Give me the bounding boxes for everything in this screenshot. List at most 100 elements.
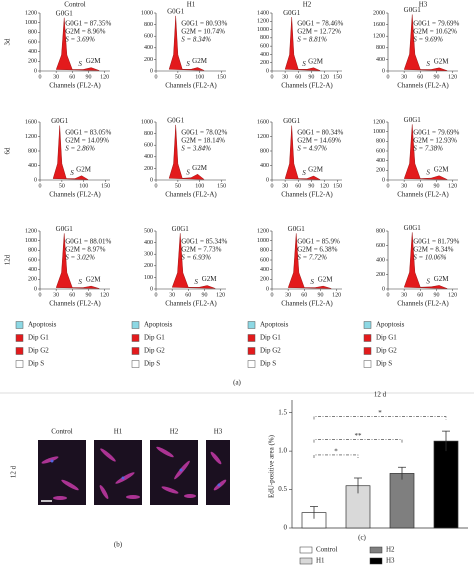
peak-label: G0G1	[56, 9, 74, 17]
peak-label: G0G1	[51, 117, 69, 125]
image-row-label: 12 d	[10, 465, 18, 478]
y-tick-label: 800	[260, 35, 269, 41]
x-tick-label: 50	[175, 74, 181, 80]
stat-text: S = 3.69%	[65, 36, 95, 44]
histogram-area	[403, 124, 448, 180]
peak-label: S	[310, 278, 314, 286]
stat-text: G2M = 14.09%	[65, 137, 109, 145]
x-tick-label: 30	[53, 74, 59, 80]
legend-label: Dip G1	[376, 334, 397, 342]
y-tick-label: 600	[260, 257, 269, 263]
significance-label: **	[355, 432, 363, 440]
legend-label: Dip S	[376, 360, 392, 368]
y-tick-label: 400	[260, 163, 269, 169]
x-tick-label: 0	[39, 292, 42, 298]
peak-label: S	[186, 60, 190, 68]
y-tick-label: 0	[150, 177, 153, 183]
y-tick-label: 800	[144, 22, 153, 28]
legend-swatch	[363, 360, 372, 368]
y-tick-label: 400	[260, 52, 269, 58]
y-tick-label: 1200	[373, 34, 385, 40]
legend-swatch	[247, 360, 256, 368]
y-tick-label: 600	[260, 44, 269, 50]
peak-label: G2M	[308, 57, 324, 65]
stat-text: G2M = 12.72%	[297, 28, 341, 36]
y-tick-label: 500	[144, 228, 153, 234]
y-tick-label: 0	[382, 68, 385, 74]
x-tick-label: 0	[155, 183, 158, 189]
x-tick-label: 30	[169, 292, 175, 298]
peak-label: G2M	[202, 275, 218, 283]
x-tick-label: 90	[433, 74, 439, 80]
x-tick-label: 100	[79, 183, 88, 189]
stat-text: G0G1 = 80.93%	[181, 20, 227, 28]
stat-text: G0G1 = 87.35%	[65, 20, 111, 28]
x-tick-label: 50	[175, 183, 181, 189]
y-tick-label: 800	[260, 248, 269, 254]
peak-label: S	[426, 169, 430, 177]
x-tick-label: 60	[69, 292, 75, 298]
y-tick-label: 1600	[257, 119, 269, 125]
peak-label: G0G1	[404, 6, 422, 14]
legend-swatch	[247, 334, 256, 342]
y-tick-label: 0	[34, 286, 37, 292]
stat-text: G2M = 8.97%	[65, 246, 105, 254]
peak-label: G0G1	[172, 225, 190, 233]
x-tick-label: 120	[320, 183, 329, 189]
x-tick-label: 0	[39, 183, 42, 189]
legend-swatch	[363, 334, 372, 342]
x-tick-label: 60	[417, 183, 423, 189]
legend-swatch	[131, 334, 140, 342]
stat-text: G2M = 7.73%	[181, 246, 221, 254]
y-tick-label: 400	[376, 158, 385, 164]
legend-label: Apoptosis	[144, 321, 173, 329]
legend-swatch	[131, 321, 140, 329]
legend-label: Apoptosis	[28, 321, 57, 329]
x-tick-label: 90	[308, 74, 314, 80]
histogram-area	[168, 15, 205, 71]
stat-text: S = 6.93%	[181, 254, 211, 262]
stat-text: S = 9.69%	[413, 36, 443, 44]
y-tick-label: 200	[144, 166, 153, 172]
peak-label: G0G1	[288, 225, 306, 233]
stat-text: S = 8.34%	[181, 36, 211, 44]
y-tick-label: 400	[28, 163, 37, 169]
y-tick-label: 800	[376, 139, 385, 145]
stat-text: S = 2.86%	[65, 145, 95, 153]
y-tick-label: 400	[28, 267, 37, 273]
legend-label: Control	[316, 546, 337, 554]
x-tick-label: 60	[417, 292, 423, 298]
y-tick-label: 0	[266, 177, 269, 183]
stat-text: S = 4.97%	[297, 145, 327, 153]
x-tick-label: 0	[39, 74, 42, 80]
legend-label: H1	[316, 557, 325, 565]
legend-label: Dip G2	[28, 347, 49, 355]
legend-label: H3	[386, 557, 395, 565]
histogram-area	[284, 17, 321, 71]
y-tick-label: 1600	[25, 119, 37, 125]
x-tick-label: 0	[271, 74, 274, 80]
x-axis-label: Channels (FL2-A)	[165, 191, 217, 199]
y-tick-label: 800	[28, 30, 37, 36]
y-tick-label: 0	[150, 68, 153, 74]
peak-label: S	[78, 278, 82, 286]
x-tick-label: 30	[285, 292, 291, 298]
y-tick-label: 300	[144, 252, 153, 258]
y-tick-label: 0	[382, 286, 385, 292]
peak-label: G2M	[76, 165, 92, 173]
significance-label: *	[378, 409, 382, 417]
x-tick-label: 120	[100, 292, 109, 298]
legend-swatch	[363, 347, 372, 355]
x-tick-label: 150	[101, 183, 110, 189]
peak-label: G2M	[434, 165, 450, 173]
peak-label: G0G1	[404, 224, 422, 232]
stat-text: G2M = 8.34%	[413, 246, 453, 254]
y-tick-label: 200	[376, 168, 385, 174]
x-tick-label: 50	[59, 183, 65, 189]
x-tick-label: 0	[387, 183, 390, 189]
legend-swatch	[369, 546, 383, 554]
x-tick-label: 60	[69, 74, 75, 80]
y-tick-label: 200	[28, 59, 37, 65]
x-tick-label: 60	[301, 292, 307, 298]
